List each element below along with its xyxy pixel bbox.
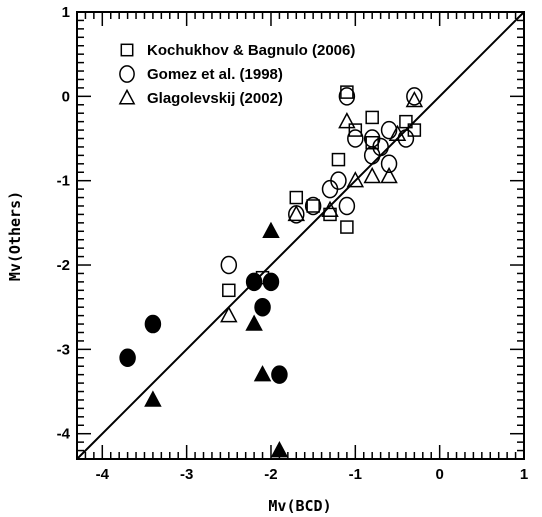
data-point-triangle-open bbox=[321, 200, 339, 217]
data-point-square-open bbox=[399, 114, 413, 129]
data-point-circle-open bbox=[380, 154, 398, 174]
data-point-circle-open bbox=[304, 196, 322, 216]
legend-marker-circle-open bbox=[119, 65, 135, 83]
x-tick-label: -3 bbox=[180, 466, 193, 483]
x-axis-label: Mv(BCD) bbox=[268, 497, 331, 515]
x-tick-label: 1 bbox=[520, 466, 528, 483]
data-point-triangle-filled bbox=[144, 390, 162, 407]
y-axis-label: Mv(Others) bbox=[6, 191, 24, 281]
data-point-circle-filled bbox=[245, 272, 263, 292]
y-tick-label: -2 bbox=[57, 257, 70, 274]
data-point-triangle-filled bbox=[270, 440, 289, 458]
data-point-circle-open bbox=[397, 129, 415, 148]
y-tick-label: 0 bbox=[62, 88, 70, 105]
x-tick-label: 0 bbox=[435, 466, 443, 483]
data-point-circle-open bbox=[220, 255, 238, 275]
data-point-triangle-filled bbox=[262, 221, 280, 239]
data-point-circle-open bbox=[347, 129, 364, 148]
data-point-circle-open bbox=[330, 171, 347, 190]
x-tick-label: -2 bbox=[264, 466, 277, 483]
legend-marker-triangle-open bbox=[118, 88, 136, 105]
data-point-circle-open bbox=[406, 87, 423, 106]
legend: Kochukhov & Bagnulo (2006) Gomez et al. (… bbox=[118, 42, 355, 107]
legend-label: Gomez et al. (1998) bbox=[147, 66, 283, 83]
plot-frame bbox=[76, 11, 525, 460]
data-points bbox=[119, 85, 424, 458]
identity-line bbox=[76, 11, 525, 460]
data-point-triangle-filled bbox=[253, 365, 272, 382]
data-point-triangle-open bbox=[346, 171, 365, 188]
data-point-circle-filled bbox=[271, 365, 288, 384]
data-point-square-open bbox=[340, 220, 354, 234]
data-point-square-open bbox=[365, 110, 379, 125]
data-point-triangle-open bbox=[338, 112, 356, 129]
legend-marker-square-open bbox=[120, 43, 134, 57]
data-point-triangle-open bbox=[220, 306, 238, 323]
data-point-circle-open bbox=[338, 196, 356, 216]
axis-tick-labels: -4 -3 -2 -1 0 1 -4 -3 -2 -1 0 1 bbox=[57, 4, 529, 483]
legend-label: Kochukhov & Bagnulo (2006) bbox=[147, 42, 355, 59]
x-tick-label: -1 bbox=[349, 466, 362, 483]
data-point-triangle-open bbox=[388, 124, 407, 142]
data-point-square-open bbox=[348, 123, 363, 137]
data-point-triangle-open bbox=[380, 166, 398, 184]
data-point-circle-open bbox=[338, 87, 356, 106]
data-point-circle-open bbox=[372, 137, 389, 157]
legend-label: Glagolevskij (2002) bbox=[147, 90, 283, 107]
data-point-circle-open bbox=[380, 120, 398, 140]
y-tick-label: -4 bbox=[57, 426, 71, 443]
y-tick-label: -1 bbox=[57, 173, 70, 190]
axis-ticks bbox=[76, 11, 525, 460]
x-tick-label: -4 bbox=[96, 466, 110, 483]
data-point-square-open bbox=[306, 199, 320, 213]
data-point-triangle-open bbox=[363, 166, 381, 184]
data-point-triangle-open bbox=[405, 90, 424, 108]
data-point-circle-filled bbox=[144, 314, 162, 334]
data-point-triangle-filled bbox=[245, 314, 263, 331]
y-tick-label: 1 bbox=[62, 4, 70, 21]
data-point-square-open bbox=[222, 283, 236, 298]
data-point-circle-filled bbox=[254, 297, 271, 317]
data-point-circle-filled bbox=[262, 272, 280, 292]
y-tick-label: -3 bbox=[57, 341, 70, 358]
data-point-triangle-open bbox=[287, 204, 306, 222]
data-point-circle-filled bbox=[119, 348, 136, 368]
data-point-square-open bbox=[289, 190, 304, 205]
data-point-square-open bbox=[331, 152, 346, 167]
